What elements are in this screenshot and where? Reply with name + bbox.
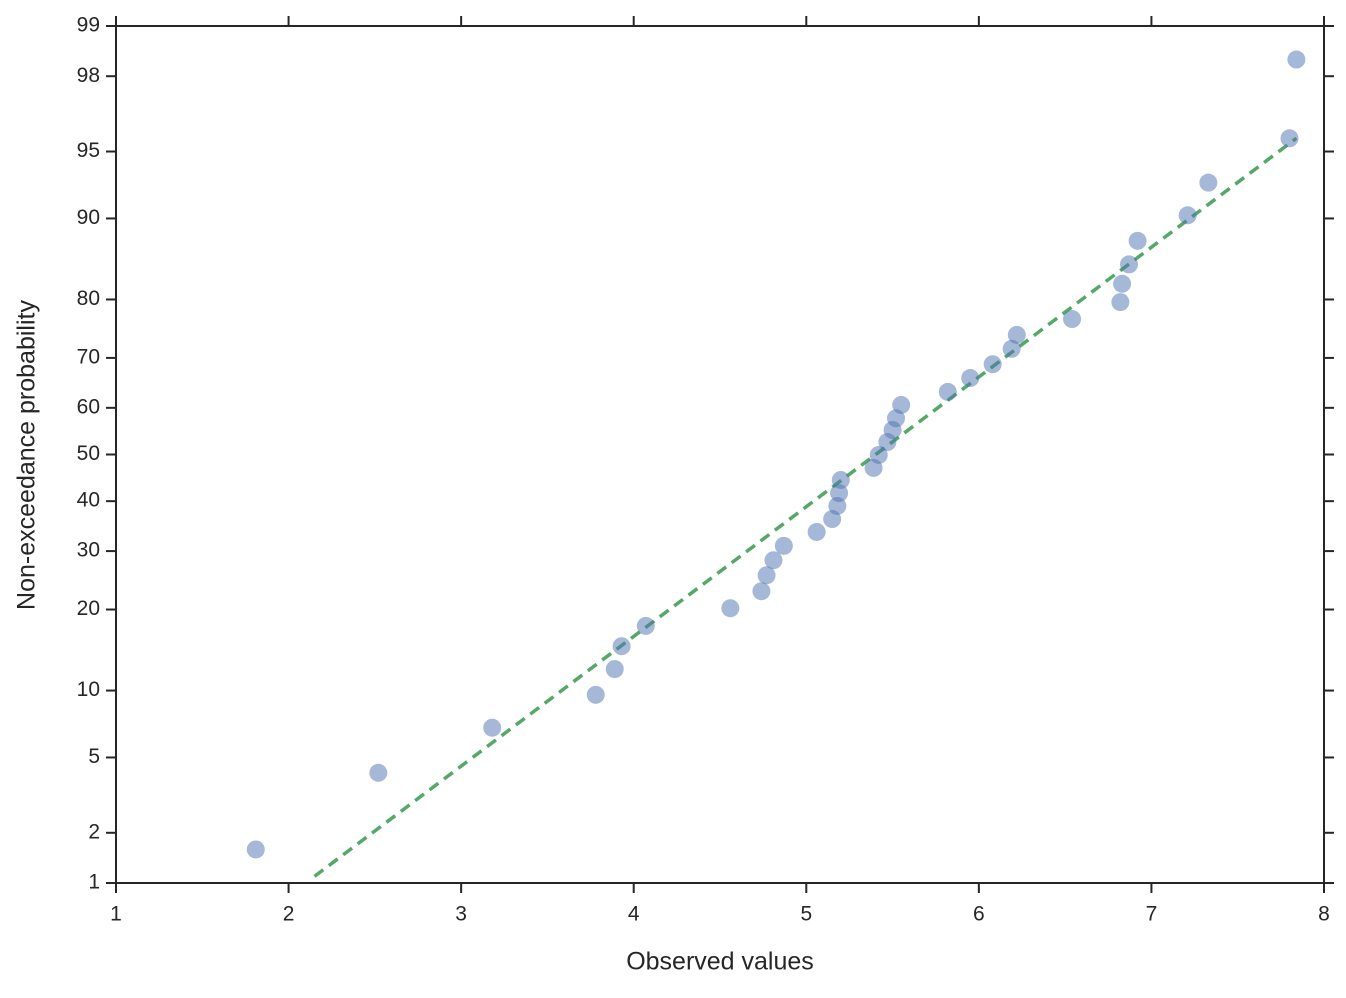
data-point	[1111, 293, 1130, 312]
x-axis-label: Observed values	[626, 948, 814, 976]
y-tick-label: 70	[77, 345, 100, 368]
y-tick-label: 80	[77, 287, 100, 310]
data-point	[961, 369, 980, 388]
data-point	[612, 637, 631, 656]
data-point	[1199, 173, 1218, 192]
data-point	[369, 763, 388, 782]
y-tick-label: 2	[88, 820, 100, 843]
y-tick-label: 1	[88, 871, 100, 894]
data-point	[1280, 129, 1299, 148]
data-point	[1063, 310, 1082, 329]
x-tick-label: 7	[1146, 903, 1158, 926]
data-point	[1113, 274, 1132, 293]
data-point	[752, 582, 771, 601]
y-tick-label: 90	[77, 206, 100, 229]
y-tick-label: 5	[88, 745, 100, 768]
data-point	[807, 522, 826, 541]
y-tick-label: 10	[77, 678, 100, 701]
data-point	[757, 566, 776, 585]
data-point	[938, 382, 957, 401]
plot-frame	[115, 25, 1325, 884]
x-tick-label: 8	[1318, 903, 1330, 926]
data-point	[1119, 255, 1138, 274]
x-tick-label: 1	[110, 903, 122, 926]
data-point	[1007, 325, 1026, 344]
y-tick-label: 98	[77, 64, 100, 87]
data-point	[892, 395, 911, 414]
x-tick-label: 2	[283, 903, 295, 926]
data-point	[246, 840, 265, 859]
y-tick-label: 40	[77, 489, 100, 512]
data-point	[1128, 231, 1147, 250]
data-point	[869, 445, 888, 464]
x-tick-label: 6	[973, 903, 985, 926]
y-tick-label: 60	[77, 395, 100, 418]
data-point	[483, 718, 502, 737]
y-tick-label: 50	[77, 442, 100, 465]
y-tick-label: 95	[77, 139, 100, 162]
x-tick-label: 4	[628, 903, 640, 926]
x-tick-label: 3	[455, 903, 467, 926]
data-point	[764, 551, 783, 570]
data-point	[831, 470, 850, 489]
data-point	[830, 484, 849, 503]
data-point	[605, 660, 624, 679]
data-point	[721, 599, 740, 618]
y-tick-label: 20	[77, 597, 100, 620]
y-axis-label: Non-exceedance probability	[13, 300, 41, 610]
data-point	[1178, 206, 1197, 225]
data-point	[636, 616, 655, 635]
data-point	[1002, 339, 1021, 358]
data-point	[1287, 50, 1306, 69]
fit-line	[313, 136, 1298, 878]
x-tick-label: 5	[800, 903, 812, 926]
y-tick-label: 99	[77, 14, 100, 37]
data-point	[774, 536, 793, 555]
data-point	[983, 355, 1002, 374]
y-tick-label: 30	[77, 539, 100, 562]
data-point	[586, 685, 605, 704]
